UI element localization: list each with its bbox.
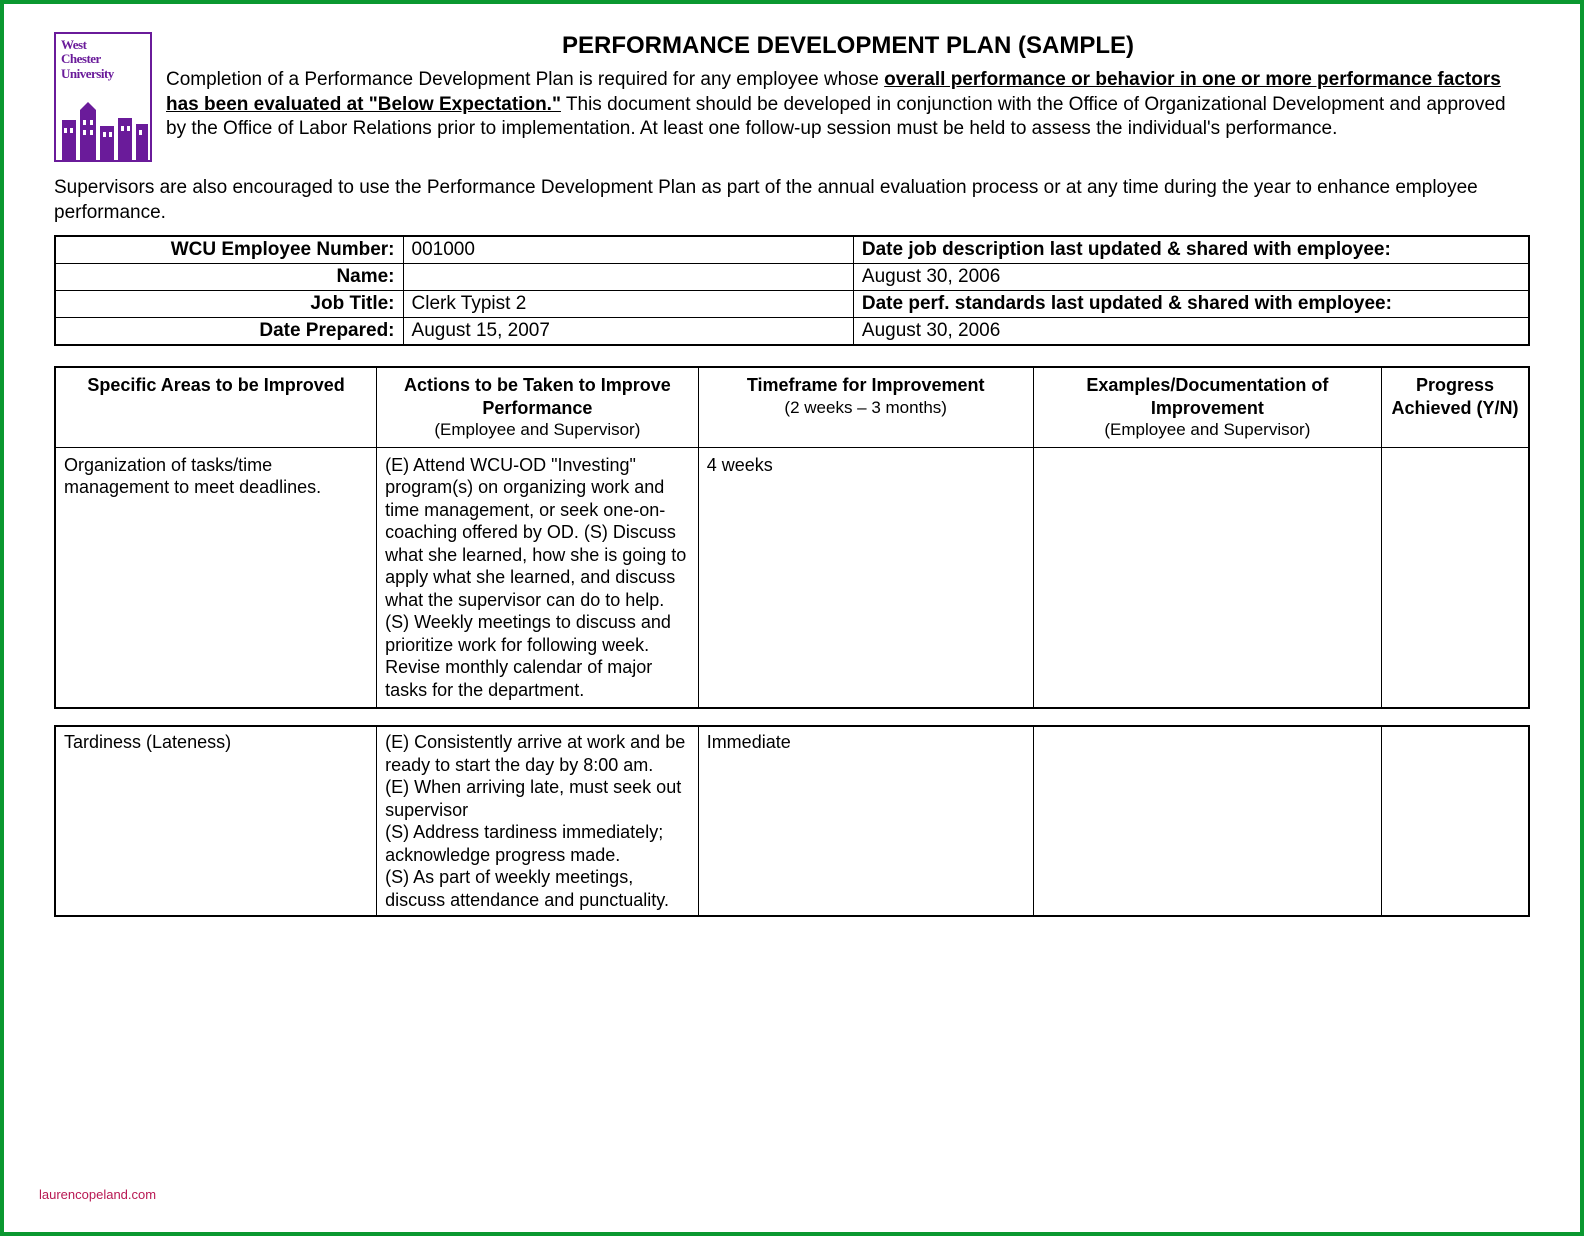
header-timeframe-sub: (2 weeks – 3 months) — [707, 397, 1025, 418]
watermark-text: laurencopeland.com — [39, 1187, 156, 1202]
header-content: PERFORMANCE DEVELOPMENT PLAN (SAMPLE) Co… — [166, 32, 1530, 146]
document-title: PERFORMANCE DEVELOPMENT PLAN (SAMPLE) — [166, 32, 1530, 60]
header-actions: Actions to be Taken to Improve Performan… — [377, 367, 699, 447]
table-row-organization: Organization of tasks/time management to… — [55, 447, 1529, 708]
table-row-tardiness: Tardiness (Lateness) (E) Consistently ar… — [55, 726, 1529, 916]
header-actions-text: Actions to be Taken to Improve Performan… — [404, 375, 671, 418]
info-row-date-prepared: Date Prepared: August 15, 2007 August 30… — [55, 318, 1529, 346]
info-value-job-title: Clerk Typist 2 — [403, 291, 853, 318]
header-timeframe: Timeframe for Improvement (2 weeks – 3 m… — [698, 367, 1033, 447]
cell-timeframe-1: 4 weeks — [698, 447, 1033, 708]
cell-progress-2 — [1382, 726, 1529, 916]
intro-paragraph: Completion of a Performance Development … — [166, 68, 1530, 142]
header-progress-text: Progress Achieved (Y/N) — [1392, 375, 1519, 418]
cell-areas-1: Organization of tasks/time management to… — [55, 447, 377, 708]
info-label-job-title: Job Title: — [55, 291, 403, 318]
intro-prefix: Completion of a Performance Development … — [166, 69, 884, 90]
university-logo: West Chester University — [54, 32, 152, 162]
cell-areas-2: Tardiness (Lateness) — [55, 726, 377, 916]
header-examples-sub: (Employee and Supervisor) — [1042, 419, 1373, 440]
logo-line-3: University — [61, 66, 114, 81]
info-row-employee-number: WCU Employee Number: 001000 Date job des… — [55, 236, 1529, 264]
header-timeframe-text: Timeframe for Improvement — [747, 375, 985, 395]
header-section: West Chester University — [54, 32, 1530, 162]
info-label-date-prepared: Date Prepared: — [55, 318, 403, 346]
info-value-date-prepared: August 15, 2007 — [403, 318, 853, 346]
info-right-date-2: August 30, 2006 — [853, 318, 1529, 346]
info-label-emp-number: WCU Employee Number: — [55, 236, 403, 264]
cell-actions-2: (E) Consistently arrive at work and be r… — [377, 726, 699, 916]
info-value-emp-number: 001000 — [403, 236, 853, 264]
header-examples-text: Examples/Documentation of Improvement — [1086, 375, 1328, 418]
info-right-date-1: August 30, 2006 — [853, 264, 1529, 291]
cell-timeframe-2: Immediate — [698, 726, 1033, 916]
performance-plan-table: Specific Areas to be Improved Actions to… — [54, 366, 1530, 709]
info-right-job-desc: Date job description last updated & shar… — [853, 236, 1529, 264]
info-label-name: Name: — [55, 264, 403, 291]
second-paragraph: Supervisors are also encouraged to use t… — [54, 176, 1530, 225]
cell-examples-1 — [1033, 447, 1381, 708]
header-actions-sub: (Employee and Supervisor) — [385, 419, 690, 440]
logo-line-1: West — [61, 37, 86, 52]
info-row-name: Name: August 30, 2006 — [55, 264, 1529, 291]
info-value-name — [403, 264, 853, 291]
employee-info-table: WCU Employee Number: 001000 Date job des… — [54, 235, 1530, 346]
logo-line-2: Chester — [61, 51, 101, 66]
cell-actions-1: (E) Attend WCU-OD "Investing" program(s)… — [377, 447, 699, 708]
info-right-standards: Date perf. standards last updated & shar… — [853, 291, 1529, 318]
table-header-row: Specific Areas to be Improved Actions to… — [55, 367, 1529, 447]
cell-examples-2 — [1033, 726, 1381, 916]
header-areas: Specific Areas to be Improved — [55, 367, 377, 447]
info-row-job-title: Job Title: Clerk Typist 2 Date perf. sta… — [55, 291, 1529, 318]
header-progress: Progress Achieved (Y/N) — [1382, 367, 1529, 447]
header-examples: Examples/Documentation of Improvement (E… — [1033, 367, 1381, 447]
performance-plan-table-2: Tardiness (Lateness) (E) Consistently ar… — [54, 725, 1530, 917]
header-areas-text: Specific Areas to be Improved — [87, 375, 344, 395]
logo-buildings-icon — [56, 100, 154, 160]
cell-progress-1 — [1382, 447, 1529, 708]
